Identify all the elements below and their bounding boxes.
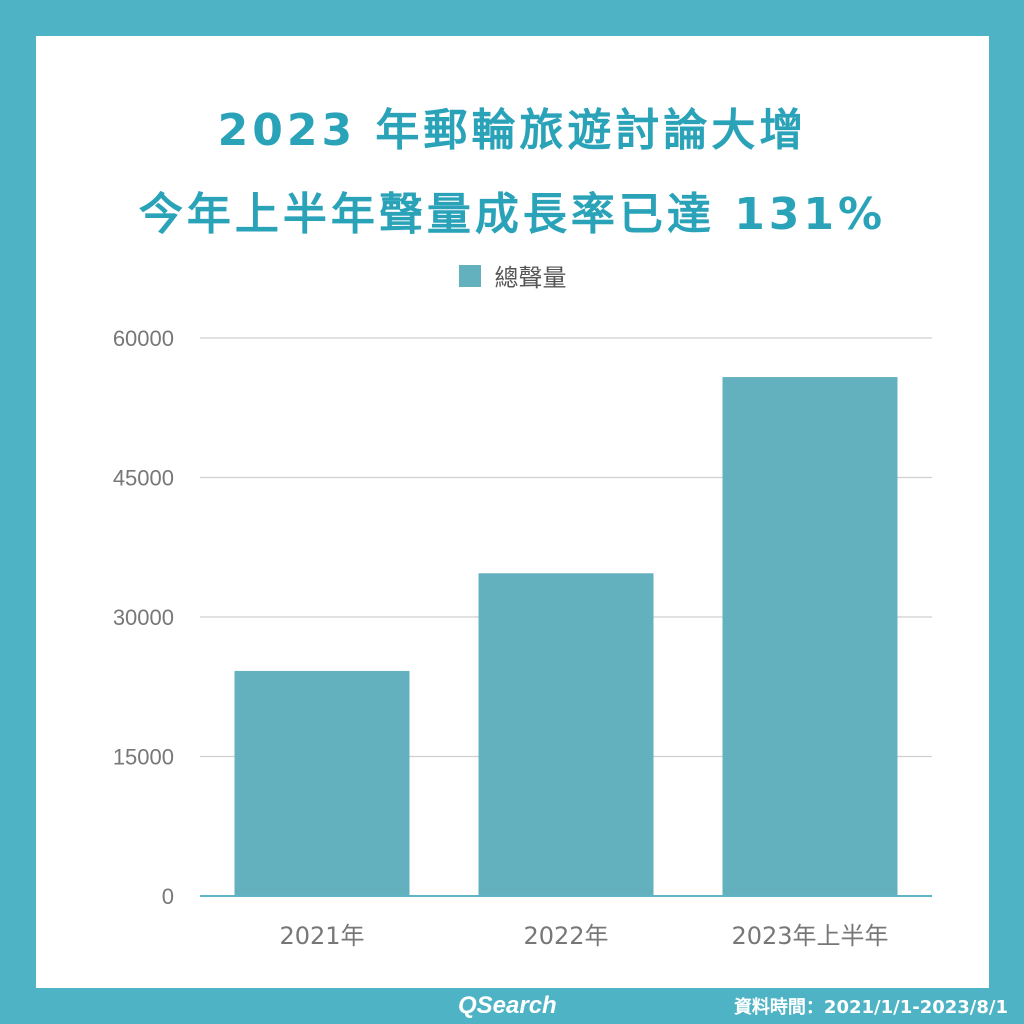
bar-1 [234,670,410,896]
legend-swatch [458,264,481,287]
y-tick-label: 45000 [113,466,174,491]
y-tick-label: 15000 [113,745,174,770]
brand-logo-text: QSearch [458,992,557,1019]
y-tick-label: 0 [162,884,174,909]
x-tick-label: 2021年 [279,922,364,950]
chart-title-line1: 2023 年郵輪旅遊討論大增 [217,105,808,156]
data-date-range: 資料時間：2021/1/1-2023/8/1 [733,997,1008,1018]
y-tick-label: 60000 [113,326,174,351]
bar-chart: 0 15000 30000 45000 60000 2021年 2022年 2023年上半年 [113,326,932,950]
legend: 總聲量 [36,258,989,293]
bar-2 [478,573,654,896]
bar-3 [722,377,898,896]
x-tick-label: 2023年上半年 [731,922,888,950]
chart-card: 2023 年郵輪旅遊討論大增 今年上半年聲量成長率已達 131% 總聲量 0 15… [36,36,989,988]
x-tick-label: 2022年 [523,922,608,950]
legend-label: 總聲量 [494,264,567,292]
chart-title-line2: 今年上半年聲量成長率已達 131% [138,189,887,240]
y-tick-label: 30000 [113,605,174,630]
